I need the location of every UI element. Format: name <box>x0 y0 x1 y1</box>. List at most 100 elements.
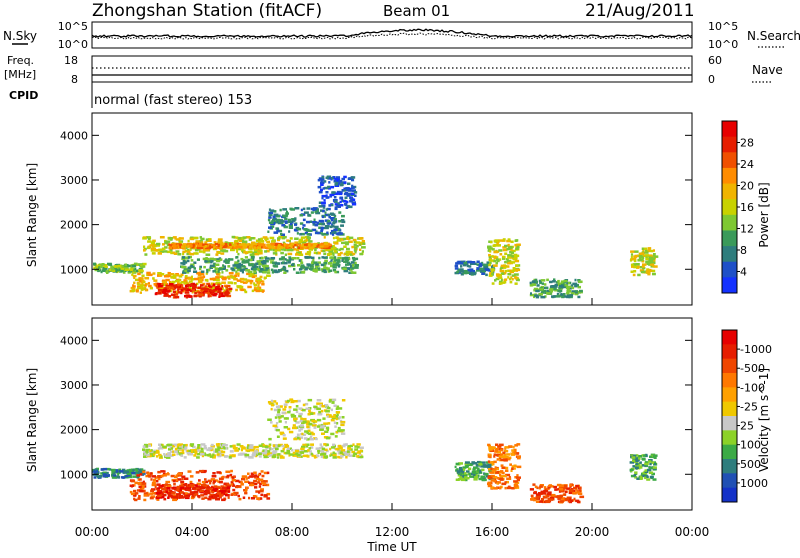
heatmap-cell <box>326 415 329 418</box>
heatmap-cell <box>335 262 340 265</box>
heatmap-cell <box>306 220 310 224</box>
heatmap-cell <box>165 278 170 282</box>
heatmap-cell <box>330 256 336 259</box>
heatmap-cell <box>311 424 317 427</box>
heatmap-cell <box>261 264 267 268</box>
heatmap-cell <box>337 256 342 260</box>
heatmap-cell <box>320 232 324 235</box>
heatmap-cell <box>279 455 284 458</box>
heatmap-cell <box>494 250 500 253</box>
heatmap-cell <box>272 444 276 447</box>
heatmap-cell <box>227 284 231 288</box>
heatmap-cell <box>557 282 562 285</box>
heatmap-cell <box>291 415 297 418</box>
heatmap-cell <box>270 407 273 411</box>
heatmap-cell <box>184 275 188 278</box>
heatmap-cell <box>161 487 167 491</box>
heatmap-cell <box>321 432 325 435</box>
heatmap-cell <box>282 236 285 240</box>
heatmap-cell <box>253 283 258 287</box>
heatmap-cell <box>508 456 512 459</box>
heatmap-cell <box>645 475 649 479</box>
heatmap-cell <box>495 471 499 474</box>
heatmap-cell <box>490 269 494 273</box>
heatmap-cell <box>225 488 231 492</box>
heatmap-cell <box>334 207 338 211</box>
heatmap-cell <box>650 249 654 253</box>
heatmap-cell <box>350 176 356 179</box>
heatmap-cell <box>538 487 542 490</box>
heatmap-cell <box>325 410 330 413</box>
heatmap-cell <box>637 455 643 458</box>
heatmap-cell <box>274 249 278 253</box>
heatmap-cell <box>637 465 642 469</box>
heatmap-cell <box>339 204 344 207</box>
heatmap-cell <box>202 243 207 246</box>
heatmap-cell <box>263 268 268 271</box>
heatmap-cell <box>285 244 289 247</box>
heatmap-cell <box>298 429 302 432</box>
heatmap-cell <box>259 249 263 253</box>
heatmap-cell <box>266 483 270 487</box>
heatmap-cell <box>304 402 309 406</box>
heatmap-cell <box>242 265 246 268</box>
heatmap-cell <box>218 241 224 244</box>
heatmap-cell <box>199 236 202 239</box>
heatmap-cell <box>308 240 313 243</box>
y-tick-label: 2000 <box>60 424 88 437</box>
heatmap-cell <box>257 278 262 282</box>
heatmap-cell <box>359 252 363 256</box>
heatmap-cell <box>301 243 304 246</box>
heatmap-cell <box>209 294 212 298</box>
heatmap-cell <box>496 458 499 461</box>
heatmap-cell <box>341 257 346 260</box>
heatmap-cell <box>235 247 239 251</box>
heatmap-cell <box>642 263 647 266</box>
heatmap-cell <box>235 245 239 249</box>
heatmap-cell <box>208 291 213 294</box>
heatmap-cell <box>292 219 296 222</box>
heatmap-cell <box>247 236 251 239</box>
heatmap-cell <box>553 278 556 281</box>
heatmap-cell <box>191 275 193 279</box>
heatmap-cell <box>218 480 223 484</box>
heatmap-cell <box>156 498 160 501</box>
heatmap-cell <box>221 271 224 274</box>
heatmap-cell <box>162 490 167 494</box>
heatmap-cell <box>545 487 550 491</box>
heatmap-cell <box>292 424 296 427</box>
heatmap-cell <box>637 258 642 262</box>
heatmap-cell <box>170 238 173 241</box>
heatmap-cell <box>173 450 178 453</box>
heatmap-cell <box>300 240 304 244</box>
time-xlabel: Time UT <box>366 540 417 554</box>
heatmap-cell <box>313 426 317 429</box>
heatmap-cell <box>630 474 635 478</box>
heatmap-cell <box>166 487 171 490</box>
heatmap-cell <box>204 484 210 488</box>
heatmap-cell <box>323 180 327 183</box>
heatmap-cell <box>496 486 500 489</box>
heatmap-cell <box>334 203 340 206</box>
heatmap-cell <box>145 448 151 452</box>
heatmap-cell <box>248 238 252 241</box>
heatmap-cell <box>155 455 159 458</box>
heatmap-cell <box>334 206 338 209</box>
heatmap-cell <box>495 443 499 446</box>
heatmap-cell <box>332 217 336 220</box>
heatmap-cell <box>513 449 517 452</box>
heatmap-cell <box>334 184 340 187</box>
heatmap-cell <box>264 445 269 448</box>
heatmap-cell <box>559 494 564 498</box>
heatmap-cell <box>564 490 568 494</box>
heatmap-cell <box>230 469 233 473</box>
heatmap-cell <box>211 490 215 494</box>
heatmap-cell <box>199 293 204 296</box>
heatmap-cell <box>515 268 521 272</box>
heatmap-cell <box>177 452 180 455</box>
heatmap-cell <box>636 266 640 269</box>
heatmap-cell <box>320 179 323 183</box>
heatmap-cell <box>177 472 182 476</box>
heatmap-cell <box>181 245 185 249</box>
heatmap-cell <box>213 480 216 483</box>
